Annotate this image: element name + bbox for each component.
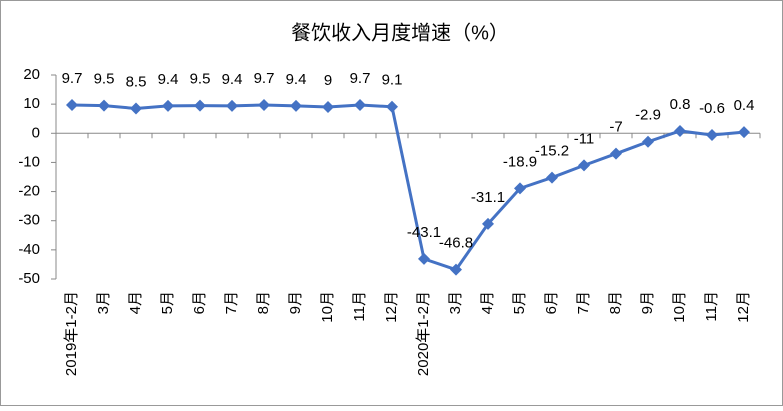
data-label: -2.9 bbox=[635, 107, 661, 124]
marker bbox=[386, 100, 398, 113]
marker bbox=[418, 252, 430, 265]
x-tick-label: 3月 bbox=[447, 291, 464, 314]
y-tick-label: 20 bbox=[23, 66, 40, 83]
marker bbox=[738, 126, 750, 139]
data-label: 9.1 bbox=[382, 72, 403, 89]
x-tick-label: 11月 bbox=[351, 291, 368, 322]
y-tick-label: -10 bbox=[18, 153, 40, 170]
data-label: 9.4 bbox=[158, 71, 179, 88]
y-tick-label: 0 bbox=[32, 124, 40, 141]
x-tick-label: 4月 bbox=[479, 291, 496, 314]
marker bbox=[546, 171, 558, 184]
data-label: 8.5 bbox=[126, 73, 147, 90]
data-label: -46.8 bbox=[439, 235, 473, 252]
marker bbox=[482, 217, 494, 230]
x-tick-label: 12月 bbox=[383, 291, 400, 323]
y-tick-label: 10 bbox=[23, 95, 40, 112]
y-tick-label: -50 bbox=[18, 270, 40, 287]
data-label: 0.8 bbox=[670, 96, 691, 113]
marker bbox=[194, 99, 206, 112]
data-label: 9.5 bbox=[94, 71, 115, 88]
data-label: 0.4 bbox=[734, 97, 755, 114]
x-tick-label: 8月 bbox=[255, 291, 272, 314]
marker bbox=[226, 99, 238, 112]
x-tick-label: 8月 bbox=[607, 291, 624, 314]
x-tick-label: 7月 bbox=[575, 291, 592, 314]
marker bbox=[322, 101, 334, 114]
data-label: 9.4 bbox=[286, 71, 307, 88]
x-tick-label: 3月 bbox=[95, 291, 112, 314]
x-tick-label: 2020年1-2月 bbox=[415, 291, 432, 376]
data-label: 9 bbox=[324, 72, 332, 89]
data-label: -15.2 bbox=[535, 143, 569, 160]
marker bbox=[578, 159, 590, 172]
x-tick-label: 5月 bbox=[511, 291, 528, 314]
chart-title: 餐饮收入月度增速（%） bbox=[291, 21, 509, 44]
marker bbox=[354, 99, 366, 112]
x-tick-label: 12月 bbox=[735, 291, 752, 323]
x-tick-label: 7月 bbox=[223, 291, 240, 314]
x-tick-label: 9月 bbox=[639, 291, 656, 314]
marker bbox=[514, 182, 526, 195]
x-tick-label: 5月 bbox=[159, 291, 176, 314]
data-label: -11 bbox=[574, 130, 595, 147]
marker bbox=[642, 135, 654, 148]
marker bbox=[610, 147, 622, 160]
data-label: 9.7 bbox=[350, 70, 371, 87]
marker bbox=[258, 99, 270, 112]
y-tick-label: -20 bbox=[18, 183, 40, 200]
marker bbox=[290, 99, 302, 112]
x-tick-label: 10月 bbox=[671, 291, 688, 323]
data-label: -31.1 bbox=[471, 189, 505, 206]
x-tick-label: 11月 bbox=[703, 291, 720, 322]
data-label: 9.7 bbox=[254, 70, 275, 87]
line bbox=[71, 103, 745, 272]
y-tick-label: -40 bbox=[18, 241, 40, 258]
marker bbox=[98, 99, 110, 112]
data-label: -18.9 bbox=[503, 153, 537, 170]
x-tick-label: 4月 bbox=[127, 291, 144, 314]
marker bbox=[130, 102, 142, 115]
data-label: -43.1 bbox=[407, 224, 441, 241]
marker bbox=[674, 124, 686, 137]
x-tick-label: 6月 bbox=[191, 291, 208, 314]
marker bbox=[706, 129, 718, 142]
y-tick-label: -30 bbox=[18, 212, 40, 229]
x-tick-label: 6月 bbox=[543, 291, 560, 314]
data-label: 9.4 bbox=[222, 71, 243, 88]
x-tick-label: 9月 bbox=[287, 291, 304, 314]
x-tick-label: 10月 bbox=[319, 291, 336, 323]
data-label: 9.5 bbox=[190, 71, 211, 88]
x-tick-label: 2019年1-2月 bbox=[63, 291, 80, 376]
data-label: 9.7 bbox=[62, 70, 83, 87]
data-label: -7 bbox=[609, 119, 622, 136]
marker bbox=[450, 263, 462, 276]
data-label: -0.6 bbox=[699, 100, 725, 117]
marker bbox=[66, 99, 78, 112]
marker bbox=[162, 99, 174, 112]
